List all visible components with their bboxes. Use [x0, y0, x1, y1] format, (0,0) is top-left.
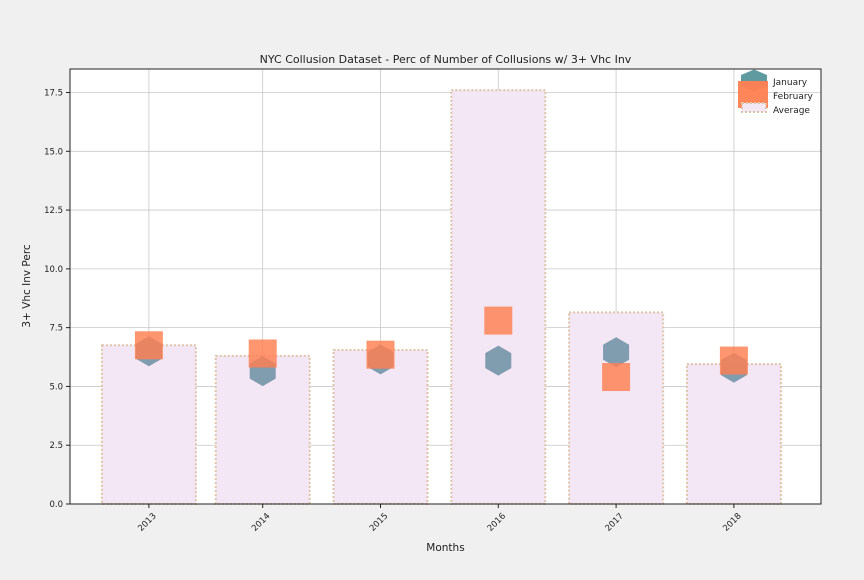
bar-average-2016	[450, 89, 547, 505]
bar-average-2015	[332, 348, 429, 505]
bar-average-2018	[685, 363, 782, 506]
marker-february-2017	[602, 363, 631, 392]
marker-february-2016	[484, 306, 513, 335]
plot-frame	[69, 68, 822, 505]
y-tick-label: 12.5	[44, 206, 63, 216]
x-axis-label: Months	[426, 542, 464, 554]
marker-february-2013	[134, 331, 163, 360]
marker-january-2017	[603, 337, 630, 368]
marker-february-2015	[366, 340, 395, 369]
bar-average-2013	[100, 344, 197, 505]
legend-label-february: February	[773, 92, 814, 102]
x-tick-label-2013: 2013	[136, 511, 158, 533]
legend-marker-average	[741, 102, 767, 113]
y-tick-label: 15.0	[44, 147, 63, 157]
y-tick-label: 10.0	[44, 265, 63, 275]
y-tick-label: 7.5	[49, 324, 63, 334]
x-tick-label-2015: 2015	[368, 511, 390, 533]
marker-layer	[134, 306, 748, 392]
x-tick-label-2017: 2017	[603, 511, 625, 533]
x-tick-label-2018: 2018	[721, 511, 743, 533]
x-tick-label-2014: 2014	[250, 511, 272, 533]
chart-title: NYC Collusion Dataset - Perc of Number o…	[260, 53, 632, 66]
legend: January February Average	[738, 69, 814, 116]
x-tick-label-2016: 2016	[486, 511, 508, 533]
legend-label-january: January	[772, 78, 808, 88]
y-tick-label: 17.5	[44, 89, 63, 99]
legend-label-average: Average	[773, 106, 810, 116]
y-tick-label: 2.5	[49, 441, 63, 451]
marker-february-2014	[248, 339, 277, 368]
marker-february-2018	[719, 346, 748, 375]
y-axis-label: 3+ Vhc Inv Perc	[21, 244, 33, 328]
y-tick-label: 0.0	[49, 500, 63, 510]
marker-january-2016	[485, 345, 512, 376]
y-tick-label: 5.0	[49, 382, 63, 392]
